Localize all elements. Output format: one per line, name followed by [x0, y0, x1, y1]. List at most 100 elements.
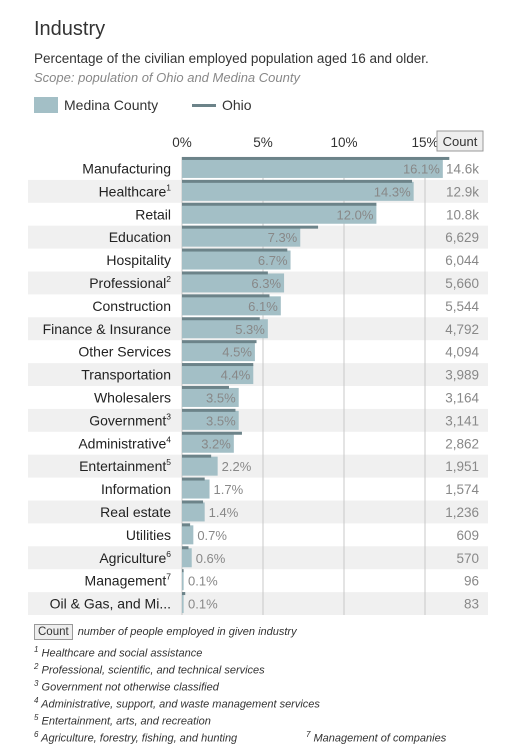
marker-ohio	[182, 592, 186, 596]
category-label: Utilities	[126, 527, 171, 543]
legend-swatch-ohio	[192, 104, 216, 107]
footnote-3: 3 Government not otherwise classified	[34, 675, 514, 694]
row-stripe	[28, 408, 488, 432]
count-value: 4,094	[445, 345, 479, 360]
category-label: Manufacturing	[82, 160, 171, 176]
bar-medina-county	[182, 594, 184, 614]
category-label: Education	[109, 229, 171, 245]
bar-medina-county	[182, 227, 301, 247]
marker-ohio	[182, 500, 204, 504]
count-value: 3,164	[445, 390, 479, 405]
footnotes: Count number of people employed in given …	[34, 624, 514, 745]
marker-ohio	[182, 546, 189, 550]
legend-swatch-county	[34, 97, 58, 113]
value-label: 6.7%	[258, 253, 288, 268]
row-stripe	[28, 500, 488, 524]
count-note-badge: Count	[34, 624, 73, 640]
footnote-mark: 2	[34, 662, 39, 671]
chart-title: Industry	[34, 18, 106, 40]
bar-medina-county	[182, 479, 210, 499]
value-label: 4.4%	[221, 368, 251, 383]
value-label: 7.3%	[268, 230, 298, 245]
category-label: Hospitality	[106, 252, 171, 268]
value-label: 0.7%	[197, 528, 227, 543]
row-stripe	[28, 546, 488, 570]
footnote-7: 7 Management of companies	[306, 726, 446, 748]
marker-ohio	[182, 156, 450, 160]
category-label: Management7	[85, 572, 172, 589]
count-value: 1,574	[445, 482, 479, 497]
category-label: Government3	[89, 411, 171, 428]
count-value: 2,862	[445, 436, 479, 451]
value-label: 12.0%	[337, 207, 374, 222]
value-label: 6.1%	[248, 299, 278, 314]
bar-medina-county	[182, 502, 205, 522]
footnote-text: Entertainment, arts, and recreation	[41, 715, 211, 728]
bar-medina-county	[182, 296, 281, 316]
count-value: 1,236	[445, 505, 479, 520]
marker-ohio	[182, 340, 257, 344]
marker-ohio	[182, 431, 242, 435]
marker-ohio	[182, 385, 229, 389]
count-value: 3,989	[445, 368, 479, 383]
footnote-text: Government not otherwise classified	[41, 681, 219, 694]
footnote-mark: 2	[166, 274, 171, 284]
marker-ohio	[182, 225, 319, 229]
bar-medina-county	[182, 273, 285, 293]
count-header: Count	[443, 134, 478, 149]
category-label: Agriculture6	[99, 549, 171, 566]
category-label: Retail	[135, 206, 171, 222]
footnote-mark: 4	[166, 434, 171, 444]
value-label: 3.5%	[206, 390, 236, 405]
value-label: 5.3%	[235, 322, 265, 337]
count-value: 1,951	[445, 459, 479, 474]
bar-medina-county	[182, 433, 234, 453]
value-label: 0.1%	[188, 574, 218, 589]
count-value: 5,660	[445, 276, 479, 291]
bar-medina-county	[182, 342, 255, 362]
marker-ohio	[182, 523, 191, 527]
footnote-text: Agriculture, forestry, fishing, and hunt…	[41, 732, 238, 745]
marker-ohio	[182, 454, 212, 458]
value-label: 3.2%	[201, 436, 231, 451]
value-label: 4.5%	[222, 345, 252, 360]
category-label: Healthcare1	[99, 182, 172, 199]
bar-medina-county	[182, 250, 291, 270]
footnote-mark: 1	[166, 182, 171, 192]
value-label: 1.7%	[214, 482, 244, 497]
footnote-mark: 3	[34, 679, 39, 688]
count-value: 83	[464, 597, 479, 612]
marker-ohio	[182, 179, 413, 183]
count-value: 5,544	[445, 299, 479, 314]
bar-medina-county	[182, 181, 414, 201]
row-stripe	[28, 592, 488, 615]
marker-ohio	[182, 248, 288, 252]
category-label: Other Services	[78, 344, 171, 360]
bar-medina-county	[182, 365, 254, 385]
footnote-mark: 5	[166, 457, 171, 467]
footnote-mark: 1	[34, 645, 39, 654]
count-value: 6,044	[445, 253, 479, 268]
value-label: 0.1%	[188, 597, 218, 612]
category-label: Finance & Insurance	[43, 321, 172, 337]
chart-scope: Scope: population of Ohio and Medina Cou…	[34, 70, 300, 85]
category-label: Entertainment5	[79, 457, 171, 474]
value-label: 1.4%	[209, 505, 239, 520]
footnote-6-7: 6 Agriculture, forestry, fishing, and hu…	[34, 726, 514, 745]
bar-medina-county	[182, 410, 239, 430]
marker-ohio	[182, 363, 254, 367]
count-value: 96	[464, 574, 479, 589]
x-tick-label: 5%	[253, 135, 273, 150]
category-label: Transportation	[81, 367, 171, 383]
footnote-mark: 4	[34, 696, 39, 705]
footnote-5: 5 Entertainment, arts, and recreation	[34, 709, 514, 728]
footnote-mark: 7	[306, 730, 311, 739]
count-value: 12.9k	[446, 184, 479, 199]
count-value: 6,629	[445, 230, 479, 245]
marker-ohio	[182, 294, 270, 298]
footnote-2: 2 Professional, scientific, and technica…	[34, 658, 514, 677]
bar-medina-county	[182, 571, 184, 591]
marker-ohio	[182, 408, 236, 412]
